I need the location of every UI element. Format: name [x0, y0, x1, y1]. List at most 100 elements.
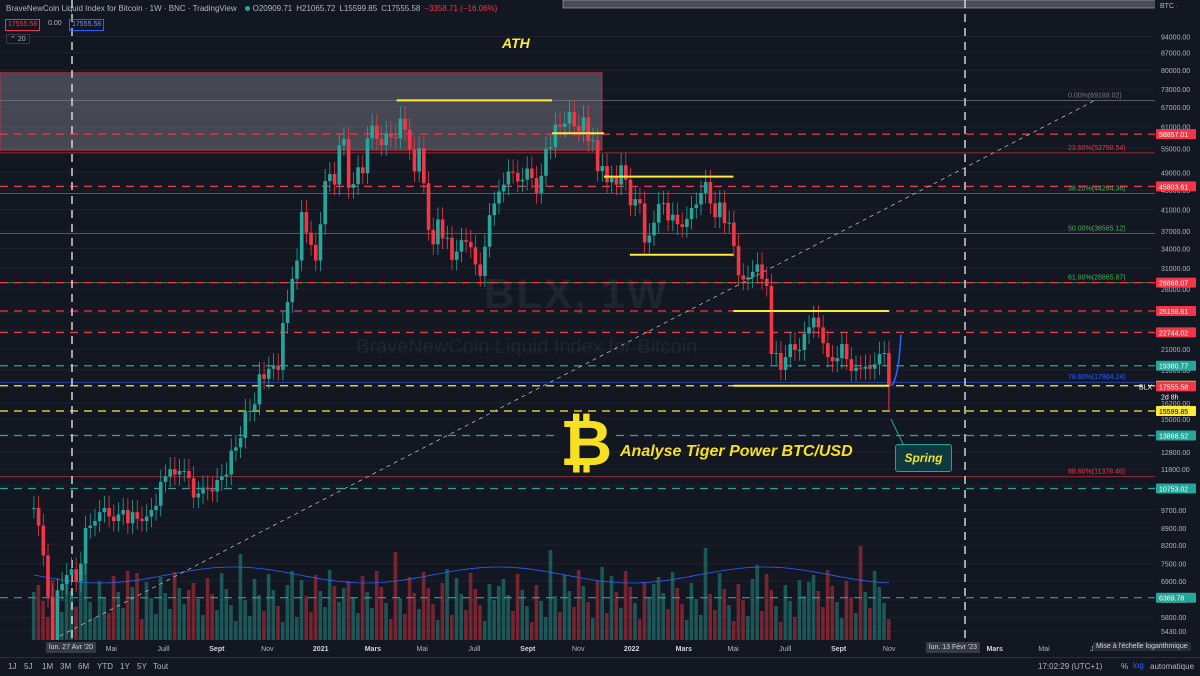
- time-tick-label: 2022: [624, 646, 640, 653]
- candle-body: [647, 235, 652, 243]
- volume-bar: [271, 590, 276, 640]
- volume-bar: [525, 606, 529, 640]
- candle-body: [779, 352, 783, 370]
- volume-bar: [609, 576, 614, 640]
- buy-price-box[interactable]: 17555.58: [69, 19, 105, 31]
- price-tick-label: 73000.00: [1161, 87, 1190, 94]
- candle-body: [774, 352, 778, 355]
- volume-bar: [839, 618, 844, 640]
- time-tick-label: Nov: [572, 646, 585, 653]
- volume-bar: [684, 620, 689, 640]
- bottom-toolbar: 1J 5J 1M 3M 6M YTD 1Y 5Y Tout 17:02:29 (…: [0, 657, 1200, 676]
- volume-bar: [623, 571, 628, 640]
- candle-body: [544, 148, 548, 176]
- candle-body: [811, 317, 816, 328]
- fib-trend-line: [59, 100, 1096, 637]
- volume-bar: [88, 602, 92, 640]
- date-flag-right: lun. 13 Févr '23: [926, 642, 981, 653]
- candle-body: [628, 179, 633, 206]
- candle-body: [370, 125, 374, 139]
- candle-body: [337, 145, 342, 185]
- indicator-length: 20: [17, 36, 26, 43]
- candle-body: [581, 117, 586, 132]
- candle-body: [605, 166, 609, 183]
- candle-body: [469, 241, 473, 248]
- candle-body: [497, 191, 501, 204]
- clock[interactable]: 17:02:29 (UTC+1): [1038, 662, 1103, 671]
- price-label-text: 45803.61: [1159, 184, 1188, 191]
- candle-body: [492, 203, 497, 216]
- candle-body: [558, 124, 562, 128]
- time-tick-label: Juill: [468, 646, 481, 653]
- volume-bar: [661, 593, 666, 640]
- range-6m[interactable]: 6M: [78, 662, 90, 671]
- range-5d[interactable]: 5J: [24, 662, 33, 671]
- volume-bar: [36, 585, 41, 640]
- candle-body: [163, 476, 168, 482]
- volume-bar: [69, 591, 74, 640]
- auto-scale-toggle[interactable]: automatique: [1150, 662, 1195, 671]
- volume-bar: [830, 586, 835, 640]
- volume-bar: [327, 570, 332, 640]
- volume-bar: [172, 572, 177, 640]
- candle-body: [107, 507, 111, 517]
- volume-bar: [473, 589, 478, 640]
- candle-body: [55, 590, 60, 640]
- percent-scale-toggle[interactable]: %: [1121, 662, 1129, 671]
- price-label-text: 13868.52: [1159, 433, 1188, 440]
- candle-body: [379, 138, 384, 146]
- range-1y[interactable]: 1Y: [120, 662, 130, 671]
- time-tick-label: Mai: [1038, 646, 1050, 653]
- time-tick-label: Nov: [261, 646, 274, 653]
- volume-bar: [407, 577, 412, 640]
- price-tick-label: 5800.00: [1161, 615, 1186, 622]
- range-1m[interactable]: 1M: [42, 662, 54, 671]
- candle-body: [727, 222, 731, 224]
- volume-bar: [576, 570, 581, 640]
- range-all[interactable]: Tout: [153, 662, 169, 671]
- candle-body: [309, 232, 313, 245]
- candle-body: [173, 469, 177, 475]
- log-scale-toggle[interactable]: log: [1133, 661, 1144, 670]
- price-label-text: 58857.01: [1159, 132, 1188, 139]
- volume-bar: [553, 596, 557, 640]
- volume-bar: [450, 615, 454, 640]
- range-1d[interactable]: 1J: [8, 662, 17, 671]
- candle-body: [501, 184, 506, 192]
- volume-bar: [642, 582, 647, 640]
- volume-bar: [215, 610, 219, 640]
- candle-body: [802, 333, 807, 350]
- price-tick-label: 16200.00: [1161, 401, 1190, 408]
- candle-body: [717, 202, 722, 218]
- time-tick-label: Sept: [831, 646, 847, 653]
- time-tick-label: Sept: [520, 646, 536, 653]
- volume-bar: [111, 576, 116, 640]
- volume-bar: [562, 575, 567, 640]
- volume-bar: [393, 552, 398, 640]
- range-5y[interactable]: 5Y: [137, 662, 147, 671]
- range-3m[interactable]: 3M: [60, 662, 72, 671]
- candle-body: [572, 112, 576, 126]
- sell-price-box[interactable]: 17555.58: [5, 19, 41, 31]
- indicator-toggle[interactable]: ⌃ 20: [6, 34, 30, 44]
- candle-body: [313, 244, 318, 261]
- price-label-tag: [1156, 381, 1196, 392]
- candle-body: [736, 246, 741, 276]
- candle-body: [384, 133, 389, 146]
- candle-body: [863, 366, 868, 369]
- candle-body: [116, 514, 121, 522]
- volume-bar: [332, 586, 337, 640]
- volume-bar: [511, 611, 515, 640]
- candle-body: [398, 118, 403, 139]
- candle-body: [224, 474, 229, 477]
- volume-bar: [304, 596, 308, 640]
- bitcoin-symbol: ₿: [560, 407, 613, 479]
- market-status-icon: [244, 6, 250, 12]
- volume-bar: [60, 612, 64, 640]
- candle-body: [755, 264, 760, 272]
- range-ytd[interactable]: YTD: [97, 662, 113, 671]
- volume-bar: [139, 619, 144, 640]
- candle-body: [140, 518, 144, 522]
- volume-bar: [464, 610, 468, 640]
